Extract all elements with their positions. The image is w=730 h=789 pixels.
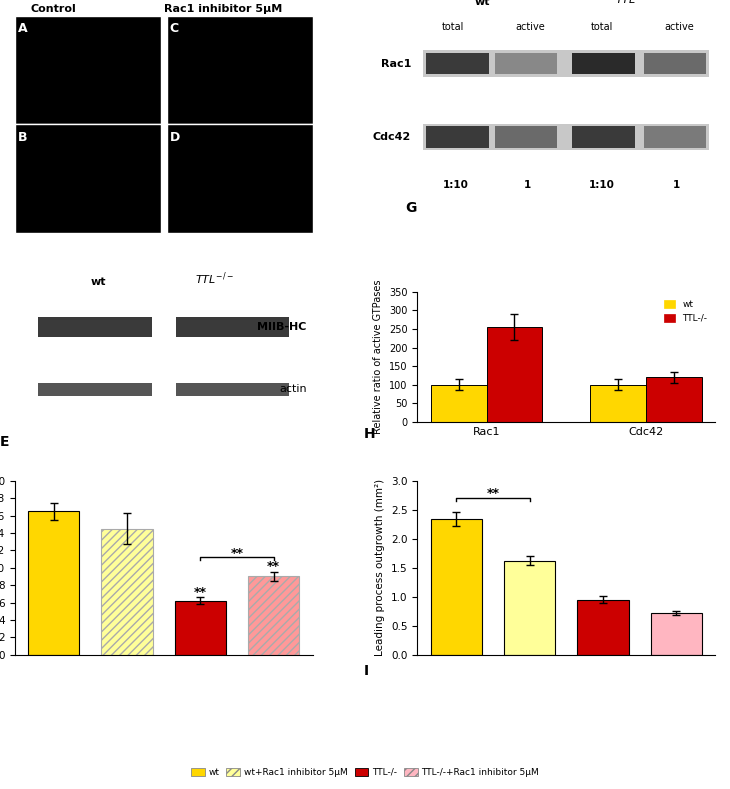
Bar bbox=[644, 53, 707, 74]
Text: **: ** bbox=[486, 487, 499, 499]
Bar bbox=[646, 377, 702, 422]
Bar bbox=[101, 529, 153, 655]
Text: 1:10: 1:10 bbox=[589, 180, 615, 190]
Text: Cdc42: Cdc42 bbox=[373, 133, 411, 142]
Bar bbox=[39, 383, 152, 396]
Bar bbox=[166, 16, 313, 124]
Text: Rac1 inhibitor 5μM: Rac1 inhibitor 5μM bbox=[164, 4, 283, 13]
Text: G: G bbox=[405, 201, 417, 215]
Legend: wt, wt+Rac1 inhibitor 5μM, TTL-/-, TTL-/-+Rac1 inhibitor 5μM: wt, wt+Rac1 inhibitor 5μM, TTL-/-, TTL-/… bbox=[188, 765, 542, 780]
Text: wt: wt bbox=[91, 277, 106, 286]
Text: C: C bbox=[169, 22, 179, 36]
Bar bbox=[495, 53, 557, 74]
Bar bbox=[15, 16, 161, 124]
Text: total: total bbox=[442, 22, 464, 32]
Bar bbox=[28, 511, 80, 655]
Text: B: B bbox=[18, 131, 27, 144]
Text: active: active bbox=[665, 22, 694, 32]
Bar bbox=[174, 600, 226, 655]
Text: Rac1: Rac1 bbox=[381, 58, 411, 69]
Bar bbox=[426, 53, 489, 74]
Bar bbox=[176, 383, 289, 396]
Text: I: I bbox=[364, 664, 369, 679]
Text: **: ** bbox=[231, 547, 244, 559]
Bar bbox=[495, 126, 557, 148]
Text: $TTL^{-/-}$: $TTL^{-/-}$ bbox=[195, 270, 234, 286]
Bar bbox=[248, 577, 299, 655]
Bar bbox=[572, 53, 635, 74]
Bar bbox=[423, 124, 710, 150]
Text: **: ** bbox=[194, 585, 207, 599]
Bar bbox=[577, 600, 629, 655]
Text: H: H bbox=[364, 427, 375, 440]
Bar bbox=[644, 126, 707, 148]
Text: wt: wt bbox=[475, 0, 491, 7]
Text: **: ** bbox=[267, 560, 280, 574]
Bar bbox=[650, 613, 702, 655]
Text: active: active bbox=[515, 22, 545, 32]
Bar bbox=[431, 385, 487, 422]
Bar bbox=[426, 126, 489, 148]
Bar bbox=[15, 124, 161, 233]
Text: actin: actin bbox=[279, 384, 307, 394]
Text: $TTL^{-/-}$: $TTL^{-/-}$ bbox=[615, 0, 654, 7]
Bar bbox=[572, 126, 635, 148]
Bar bbox=[423, 50, 710, 77]
Bar bbox=[504, 561, 556, 655]
Bar bbox=[591, 385, 646, 422]
Text: MIIB-HC: MIIB-HC bbox=[258, 322, 307, 332]
Legend: wt, TTL-/-: wt, TTL-/- bbox=[661, 297, 711, 327]
Text: 1:10: 1:10 bbox=[443, 180, 469, 190]
Text: D: D bbox=[169, 131, 180, 144]
Text: E: E bbox=[0, 435, 9, 449]
Bar bbox=[39, 316, 152, 338]
Bar bbox=[431, 518, 482, 655]
Y-axis label: Leading process outgrowth (mm²): Leading process outgrowth (mm²) bbox=[375, 479, 385, 656]
Text: Control: Control bbox=[31, 4, 76, 13]
Text: 1: 1 bbox=[673, 180, 680, 190]
Bar bbox=[166, 124, 313, 233]
Bar bbox=[487, 327, 542, 422]
Text: 1: 1 bbox=[524, 180, 531, 190]
Bar bbox=[176, 316, 289, 338]
Y-axis label: Relative ratio of active GTPases: Relative ratio of active GTPases bbox=[373, 279, 383, 434]
Text: total: total bbox=[591, 22, 613, 32]
Text: A: A bbox=[18, 22, 27, 36]
